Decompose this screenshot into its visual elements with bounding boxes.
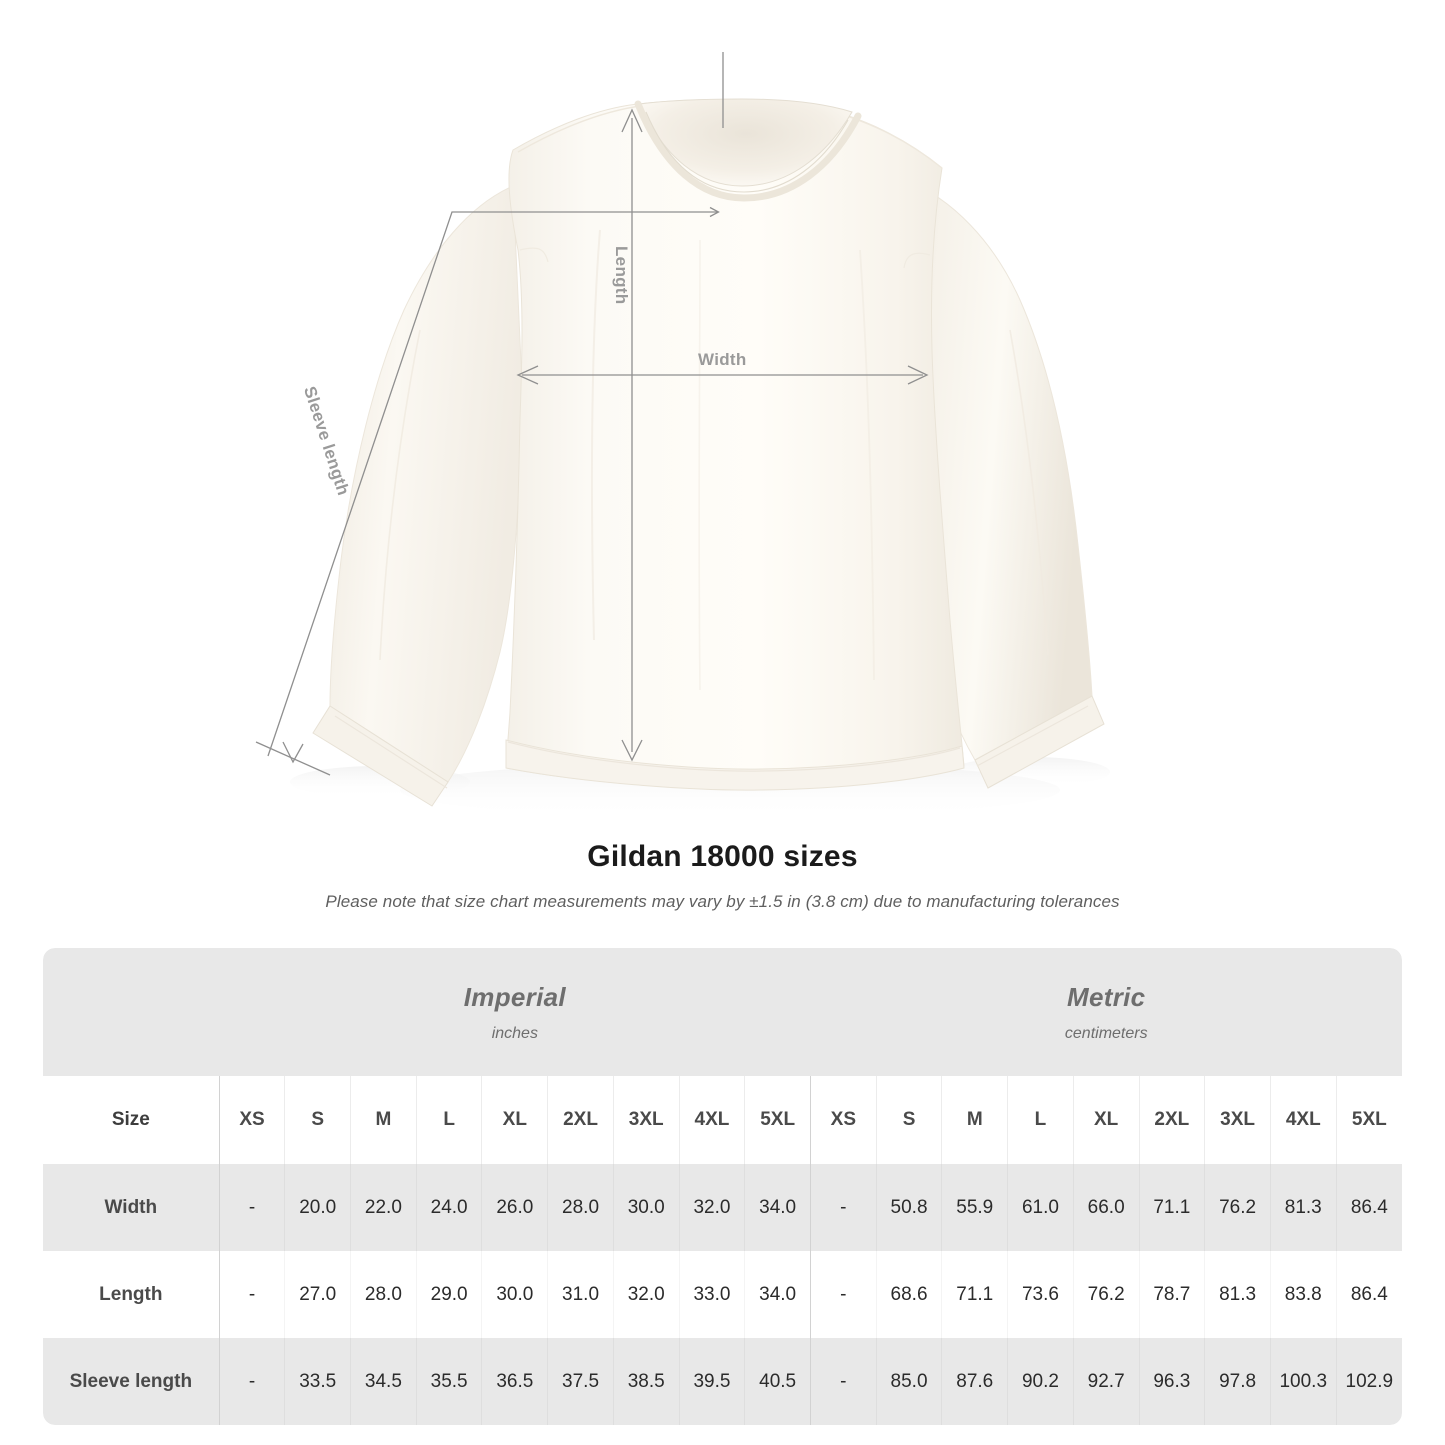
table-row: Length -27.0 28.0 29.0 30.0 31.0 32.0 33.0 34.0-…	[43, 1251, 1402, 1338]
size-header-metric-l: L	[1007, 1076, 1074, 1164]
cell-width-metric-4xl: 81.3	[1270, 1164, 1337, 1251]
size-header-imperial-5xl: 5XL	[744, 1076, 811, 1164]
size-header-imperial-3xl: 3XL	[613, 1076, 680, 1164]
cell-sleeve-length-imperial-xs: -	[219, 1338, 286, 1425]
cell-length-imperial-3xl: 32.0	[613, 1251, 680, 1338]
unit-header-imperial: Imperial inches	[219, 948, 811, 1076]
cell-sleeve-length-metric-4xl: 100.3	[1270, 1338, 1337, 1425]
cell-length-imperial-2xl: 31.0	[547, 1251, 614, 1338]
measure-label-width: Width	[43, 1164, 220, 1251]
size-header-row: Size XS S M L XL 2XL 3XL 4XL 5XL XS S M L XL 2XL 3XL 4XL 5…	[43, 1076, 1402, 1164]
cell-sleeve-length-metric-xl: 92.7	[1073, 1338, 1140, 1425]
cell-width-imperial-s: 20.0	[284, 1164, 352, 1251]
cell-sleeve-length-imperial-5xl: 40.5	[744, 1338, 811, 1425]
cell-length-imperial-m: 28.0	[350, 1251, 417, 1338]
cell-width-metric-xl: 66.0	[1073, 1164, 1140, 1251]
cell-sleeve-length-imperial-4xl: 39.5	[679, 1338, 746, 1425]
cell-width-imperial-5xl: 34.0	[744, 1164, 811, 1251]
unit-banner-row: Imperial inches Metric centimeters	[43, 948, 1402, 1076]
cell-sleeve-length-imperial-3xl: 38.5	[613, 1338, 680, 1425]
cell-length-imperial-xl: 30.0	[481, 1251, 549, 1338]
size-header-metric-m: M	[941, 1076, 1009, 1164]
cell-sleeve-length-metric-l: 90.2	[1007, 1338, 1074, 1425]
cell-width-metric-3xl: 76.2	[1204, 1164, 1271, 1251]
size-header-metric-3xl: 3XL	[1204, 1076, 1271, 1164]
tolerance-note: Please note that size chart measurements…	[325, 892, 1120, 911]
cell-sleeve-length-metric-3xl: 97.8	[1204, 1338, 1271, 1425]
size-table: Imperial inches Metric centimeters Size XS S M L…	[43, 948, 1402, 1425]
cell-sleeve-length-metric-m: 87.6	[941, 1338, 1009, 1425]
cell-length-imperial-4xl: 33.0	[679, 1251, 746, 1338]
measure-label-length: Length	[43, 1251, 220, 1338]
cell-sleeve-length-imperial-s: 33.5	[284, 1338, 352, 1425]
unit-subtitle: inches	[491, 1024, 538, 1042]
size-header-imperial-m: M	[350, 1076, 417, 1164]
cell-width-imperial-xl: 26.0	[481, 1164, 549, 1251]
table-row: Sleeve length -33.5 34.5 35.5 36.5 37.5 38.5 39…	[43, 1338, 1402, 1425]
cell-width-imperial-xs: -	[219, 1164, 286, 1251]
cell-length-imperial-l: 29.0	[416, 1251, 483, 1338]
cell-width-imperial-3xl: 30.0	[613, 1164, 680, 1251]
cell-length-imperial-xs: -	[219, 1251, 286, 1338]
size-header-metric-2xl: 2XL	[1139, 1076, 1206, 1164]
cell-sleeve-length-imperial-l: 35.5	[416, 1338, 483, 1425]
cell-sleeve-length-metric-s: 85.0	[876, 1338, 943, 1425]
table-row: Width -20.0 22.0 24.0 26.0 28.0 30.0 32.0 34.0-5…	[43, 1164, 1402, 1251]
garment-diagram: Length Width Sleeve length	[255, 52, 1110, 818]
cell-width-metric-xs: -	[810, 1164, 877, 1251]
cell-length-metric-5xl: 86.4	[1336, 1251, 1402, 1338]
size-header-metric-s: S	[876, 1076, 943, 1164]
size-header-metric-5xl: 5XL	[1336, 1076, 1402, 1164]
page-title: Gildan 18000 sizes	[587, 840, 858, 873]
banner-spacer	[43, 948, 220, 1076]
cell-length-metric-3xl: 81.3	[1204, 1251, 1271, 1338]
size-column-label: Size	[43, 1076, 220, 1164]
cell-length-metric-l: 73.6	[1007, 1251, 1074, 1338]
size-header-metric-xl: XL	[1073, 1076, 1140, 1164]
size-header-imperial-xs: XS	[219, 1076, 286, 1164]
cell-sleeve-length-imperial-xl: 36.5	[481, 1338, 549, 1425]
length-dimension-label: Length	[612, 246, 631, 305]
size-chart-table: Imperial inches Metric centimeters Size XS S M L…	[43, 948, 1402, 1425]
cell-width-metric-s: 50.8	[876, 1164, 943, 1251]
measure-label-sleeve-length: Sleeve length	[43, 1338, 220, 1425]
cell-length-metric-4xl: 83.8	[1270, 1251, 1337, 1338]
unit-header-metric: Metric centimeters	[810, 948, 1402, 1076]
cell-width-metric-m: 55.9	[941, 1164, 1009, 1251]
cell-width-metric-2xl: 71.1	[1139, 1164, 1206, 1251]
size-header-imperial-l: L	[416, 1076, 483, 1164]
sweatshirt-illustration	[255, 52, 1110, 818]
cell-width-imperial-m: 22.0	[350, 1164, 417, 1251]
size-header-metric-xs: XS	[810, 1076, 877, 1164]
cell-length-imperial-5xl: 34.0	[744, 1251, 811, 1338]
cell-sleeve-length-metric-2xl: 96.3	[1139, 1338, 1206, 1425]
cell-sleeve-length-imperial-2xl: 37.5	[547, 1338, 614, 1425]
unit-name: Metric	[1067, 981, 1146, 1012]
cell-width-imperial-l: 24.0	[416, 1164, 483, 1251]
cell-length-metric-xl: 76.2	[1073, 1251, 1140, 1338]
unit-subtitle: centimeters	[1064, 1024, 1148, 1042]
cell-width-imperial-2xl: 28.0	[547, 1164, 614, 1251]
size-header-imperial-2xl: 2XL	[547, 1076, 614, 1164]
cell-sleeve-length-metric-5xl: 102.9	[1336, 1338, 1402, 1425]
cell-sleeve-length-imperial-m: 34.5	[350, 1338, 417, 1425]
size-header-metric-4xl: 4XL	[1270, 1076, 1337, 1164]
unit-name: Imperial	[463, 981, 566, 1012]
size-header-imperial-xl: XL	[481, 1076, 549, 1164]
size-header-imperial-s: S	[284, 1076, 352, 1164]
cell-width-metric-5xl: 86.4	[1336, 1164, 1402, 1251]
cell-width-metric-l: 61.0	[1007, 1164, 1074, 1251]
cell-length-imperial-s: 27.0	[284, 1251, 352, 1338]
cell-sleeve-length-metric-xs: -	[810, 1338, 877, 1425]
cell-width-imperial-4xl: 32.0	[679, 1164, 746, 1251]
title-block: Gildan 18000 sizes Please note that size…	[0, 840, 1445, 912]
width-dimension-label: Width	[698, 350, 747, 369]
cell-length-metric-s: 68.6	[876, 1251, 943, 1338]
cell-length-metric-2xl: 78.7	[1139, 1251, 1206, 1338]
size-header-imperial-4xl: 4XL	[679, 1076, 746, 1164]
cell-length-metric-m: 71.1	[941, 1251, 1009, 1338]
cell-length-metric-xs: -	[810, 1251, 877, 1338]
